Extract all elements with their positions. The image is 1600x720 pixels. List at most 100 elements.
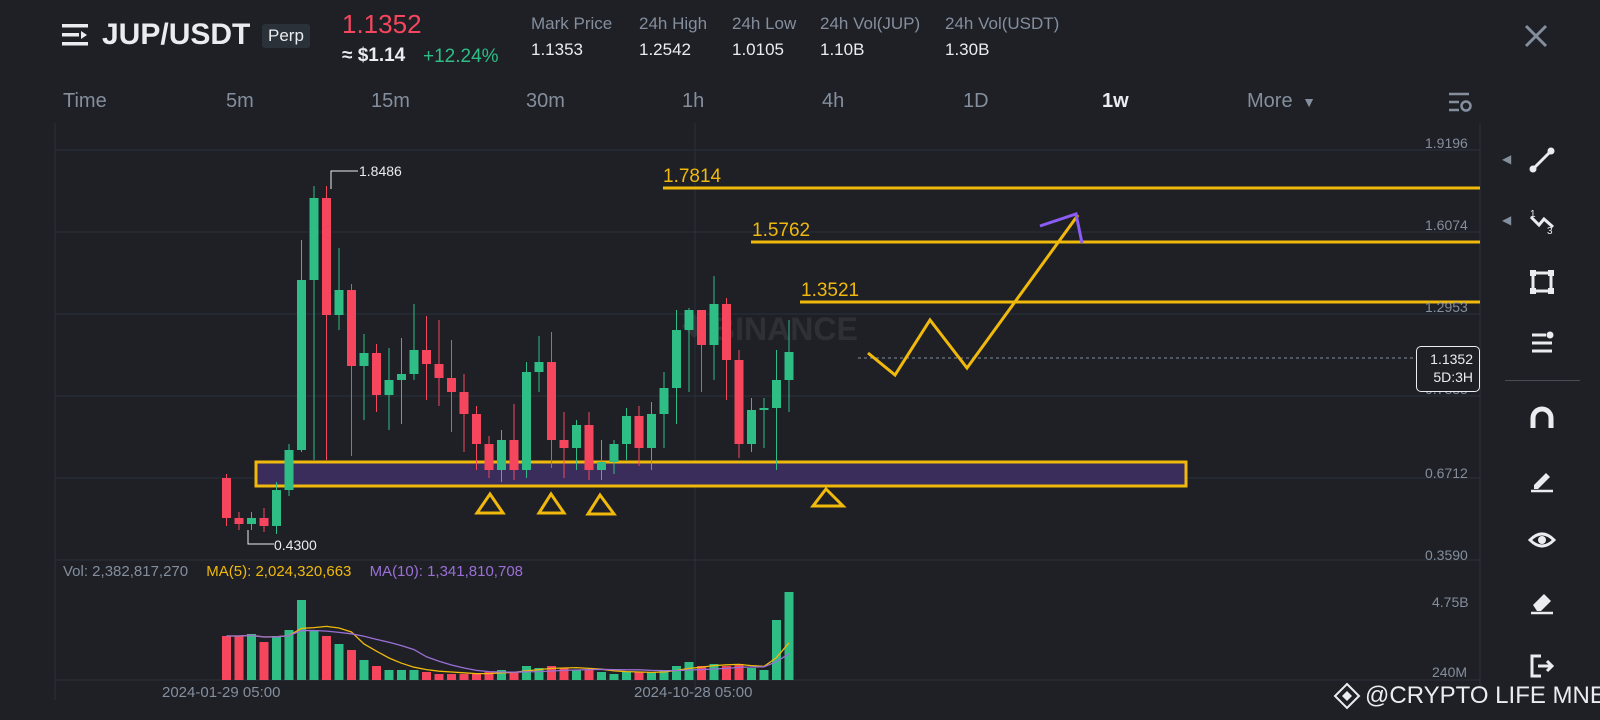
date-label: 2024-10-28 05:00 — [634, 684, 753, 701]
toolbar-expand-caret[interactable]: ◀ — [1502, 213, 1512, 227]
volume-bar — [784, 592, 794, 680]
candle-body — [584, 425, 594, 470]
text-lines-icon[interactable] — [1522, 323, 1562, 363]
trend-line-icon[interactable] — [1522, 140, 1562, 180]
candle-body — [397, 374, 406, 380]
volume-bar — [234, 636, 244, 680]
candle-body — [434, 364, 444, 378]
candle-body — [697, 310, 706, 345]
toolbar-expand-caret[interactable]: ◀ — [1502, 152, 1512, 166]
volume-bar — [634, 672, 644, 680]
magnet-icon[interactable] — [1522, 398, 1562, 438]
pencil-icon[interactable] — [1522, 459, 1562, 499]
high-label: 1.8486 — [359, 163, 402, 179]
candle-body — [609, 444, 619, 462]
price-change: +12.24% — [423, 46, 499, 67]
projection-arrow — [1039, 212, 1084, 244]
triangle-marker-1 — [474, 491, 506, 515]
tab-1d[interactable]: 1D — [963, 90, 989, 112]
candle-body — [672, 330, 681, 388]
svg-text:1: 1 — [1530, 209, 1536, 220]
usd-price: ≈ $1.14 — [342, 45, 406, 66]
volume-bar — [459, 674, 469, 680]
eye-icon[interactable] — [1522, 520, 1562, 560]
candle-body — [597, 462, 606, 470]
candle-body — [297, 280, 306, 450]
price-tick: 0.6712 — [1425, 465, 1468, 481]
high-marker — [330, 170, 358, 189]
tab-15m[interactable]: 15m — [371, 90, 410, 112]
volume-bar — [472, 674, 481, 680]
volume-bar — [659, 670, 669, 680]
volume-bar — [697, 666, 706, 680]
mark-price-value: 1.1353 — [531, 40, 583, 59]
level-label-3: 1.3521 — [801, 280, 860, 301]
candle-body — [784, 352, 794, 380]
candle-body — [284, 450, 294, 490]
close-icon[interactable] — [1520, 20, 1552, 52]
candle-body — [309, 198, 319, 280]
volume-bar — [534, 668, 544, 680]
chart-settings-icon[interactable] — [1447, 90, 1473, 114]
candle-body — [559, 440, 569, 448]
ma10-line — [226, 629, 790, 673]
volume-bar — [672, 666, 681, 680]
current-price-value: 1.1352 — [1430, 351, 1473, 367]
volume-bar — [272, 636, 281, 680]
price-tick: 1.2953 — [1425, 299, 1468, 315]
candle-body — [622, 416, 631, 444]
svg-text:3: 3 — [1547, 226, 1553, 235]
candle-body — [409, 350, 419, 374]
tab-time[interactable]: Time — [63, 90, 107, 112]
candle-body — [247, 518, 256, 524]
volume-bar — [484, 672, 494, 680]
low-24h-label: 24h Low — [732, 14, 797, 33]
tab-4h[interactable]: 4h — [822, 90, 845, 112]
volume-bar — [509, 672, 519, 680]
tab-1w[interactable]: 1w — [1102, 90, 1129, 112]
low-24h-value: 1.0105 — [732, 40, 784, 59]
volume-bar — [647, 672, 656, 680]
volume-bar — [547, 666, 556, 680]
volume-bar — [384, 670, 394, 680]
toolbar-divider — [1505, 380, 1580, 381]
high-24h-value: 1.2542 — [639, 40, 691, 59]
candle-body — [222, 478, 231, 518]
high-24h-label: 24h High — [639, 14, 708, 33]
volume-bar — [222, 636, 231, 680]
candle-body — [384, 380, 394, 395]
projection-path — [867, 214, 1080, 378]
contract-type-badge: Perp — [262, 24, 310, 48]
ma5-value: MA(5): 2,024,320,663 — [206, 563, 352, 580]
tab-30m[interactable]: 30m — [526, 90, 565, 112]
volume-axis-top: 4.75B — [1432, 594, 1469, 610]
volume-bar — [684, 662, 694, 680]
candle-body — [534, 362, 544, 372]
candle-body — [647, 414, 656, 448]
candle-body — [747, 410, 756, 444]
candle-body — [659, 388, 669, 414]
tab-more-label: More — [1247, 90, 1293, 112]
vol-jup-value: 1.10B — [820, 40, 865, 59]
volume-bar — [759, 670, 769, 680]
menu-icon[interactable] — [60, 20, 90, 50]
pair-symbol[interactable]: JUP/USDT — [102, 18, 251, 51]
volume-bar — [622, 672, 631, 680]
exit-icon[interactable] — [1522, 646, 1562, 686]
candle-body — [709, 304, 719, 345]
tab-1h[interactable]: 1h — [682, 90, 705, 112]
tab-5m[interactable]: 5m — [226, 90, 254, 112]
candle-body — [522, 372, 531, 470]
volume-bar — [409, 670, 419, 680]
rectangle-icon[interactable] — [1522, 262, 1562, 302]
tab-more[interactable]: More ▼ — [1247, 90, 1316, 113]
candle-body — [334, 290, 344, 315]
volume-bar — [709, 664, 719, 680]
volume-axis-bottom: 240M — [1432, 664, 1468, 680]
volume-bar — [772, 620, 781, 680]
candle-body — [347, 290, 356, 366]
volume-bar — [297, 600, 306, 680]
eraser-icon[interactable] — [1522, 581, 1562, 621]
